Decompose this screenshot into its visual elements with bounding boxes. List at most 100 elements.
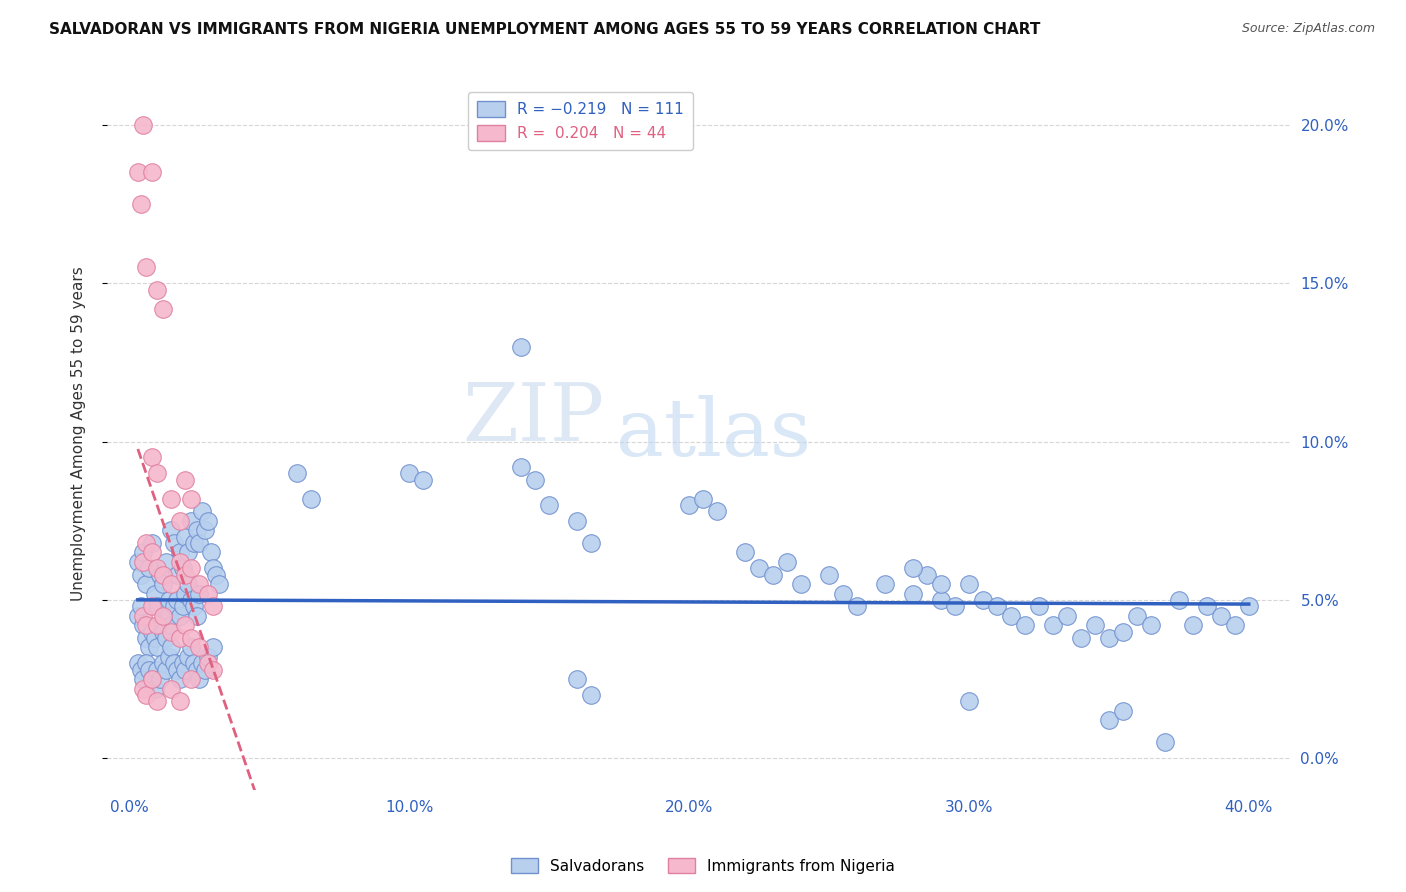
Point <box>166 663 188 677</box>
Point <box>152 567 174 582</box>
Point <box>972 592 994 607</box>
Point <box>197 649 219 664</box>
Point <box>1195 599 1218 614</box>
Point <box>166 567 188 582</box>
Point <box>152 301 174 316</box>
Point <box>579 536 602 550</box>
Point <box>132 118 155 132</box>
Point <box>1237 599 1260 614</box>
Point <box>186 608 208 623</box>
Point <box>127 608 149 623</box>
Text: Source: ZipAtlas.com: Source: ZipAtlas.com <box>1241 22 1375 36</box>
Point <box>1042 618 1064 632</box>
Point <box>149 567 172 582</box>
Point <box>135 688 157 702</box>
Point <box>155 555 177 569</box>
Point <box>146 599 169 614</box>
Point <box>146 640 169 655</box>
Point <box>141 536 163 550</box>
Point <box>132 681 155 696</box>
Point <box>986 599 1008 614</box>
Point <box>160 640 183 655</box>
Point <box>579 688 602 702</box>
Point <box>141 624 163 639</box>
Point <box>157 649 180 664</box>
Point <box>1014 618 1036 632</box>
Point <box>160 577 183 591</box>
Point <box>127 165 149 179</box>
Point <box>174 473 197 487</box>
Point <box>180 592 202 607</box>
Point <box>152 608 174 623</box>
Point <box>1112 704 1135 718</box>
Point <box>146 467 169 481</box>
Point <box>152 577 174 591</box>
Point <box>398 467 420 481</box>
Point <box>160 681 183 696</box>
Point <box>160 523 183 537</box>
Point <box>202 663 225 677</box>
Point <box>132 545 155 559</box>
Point <box>748 561 770 575</box>
Point <box>191 504 214 518</box>
Point <box>180 561 202 575</box>
Point <box>143 586 166 600</box>
Point <box>138 663 160 677</box>
Point <box>127 656 149 670</box>
Point <box>692 491 714 506</box>
Point <box>180 491 202 506</box>
Point <box>169 631 191 645</box>
Point <box>155 631 177 645</box>
Point <box>832 586 855 600</box>
Point <box>1112 624 1135 639</box>
Point <box>163 599 186 614</box>
Point <box>135 618 157 632</box>
Point <box>129 663 152 677</box>
Point <box>205 567 228 582</box>
Point <box>160 618 183 632</box>
Point <box>166 592 188 607</box>
Point <box>169 545 191 559</box>
Point <box>510 459 533 474</box>
Point <box>299 491 322 506</box>
Point <box>197 656 219 670</box>
Point <box>1153 735 1175 749</box>
Point <box>155 663 177 677</box>
Point <box>146 694 169 708</box>
Point <box>197 586 219 600</box>
Point <box>188 577 211 591</box>
Point <box>183 599 205 614</box>
Point <box>132 672 155 686</box>
Point <box>957 577 980 591</box>
Point <box>169 514 191 528</box>
Point <box>160 491 183 506</box>
Point <box>1000 608 1022 623</box>
Point <box>174 618 197 632</box>
Point <box>202 599 225 614</box>
Point <box>135 631 157 645</box>
Point <box>734 545 756 559</box>
Point <box>160 624 183 639</box>
Point <box>132 618 155 632</box>
Point <box>538 498 561 512</box>
Point <box>129 599 152 614</box>
Point <box>567 514 589 528</box>
Point <box>174 530 197 544</box>
Point <box>138 561 160 575</box>
Point <box>200 545 222 559</box>
Point <box>776 555 799 569</box>
Point <box>141 599 163 614</box>
Point <box>208 577 231 591</box>
Point <box>1126 608 1149 623</box>
Point <box>129 197 152 211</box>
Point <box>141 672 163 686</box>
Point <box>135 536 157 550</box>
Point <box>818 567 841 582</box>
Point <box>172 599 194 614</box>
Point <box>915 567 938 582</box>
Point <box>186 523 208 537</box>
Point <box>135 577 157 591</box>
Point <box>146 663 169 677</box>
Point <box>1167 592 1189 607</box>
Point <box>183 656 205 670</box>
